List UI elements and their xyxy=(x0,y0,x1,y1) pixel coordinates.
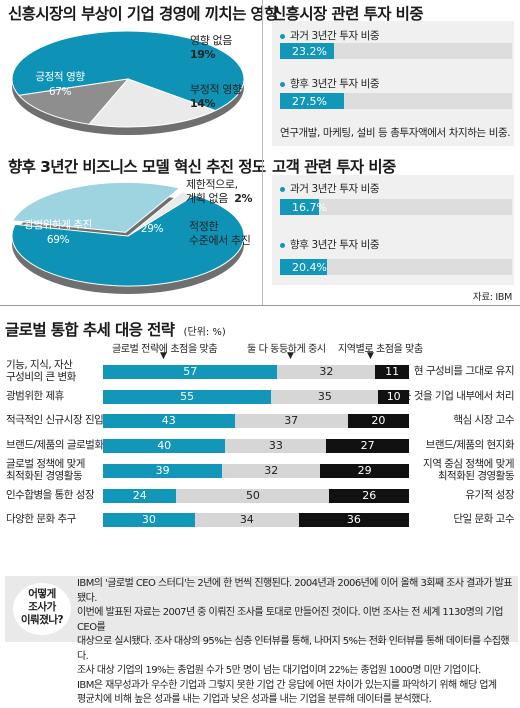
pie-slice xyxy=(88,78,217,128)
row-left-label: 적극적인 신규시장 진입 xyxy=(6,414,104,427)
bar-segment: 55 xyxy=(103,389,272,404)
pie1-label-negative: 부정적 영향 14% xyxy=(190,83,242,110)
inv2-item2-bar: 20.4% xyxy=(280,259,327,275)
bar-segment: 24 xyxy=(103,488,177,503)
bar-segment: 32 xyxy=(222,463,321,478)
bar-segment: 29 xyxy=(320,463,409,478)
header-regional-arrow: ▼ xyxy=(367,351,374,361)
bar-segment: 39 xyxy=(103,463,223,478)
row-right-label: 지역 중심 정책에 맞게 최적화된 경영활동 xyxy=(423,457,514,482)
pie1-chart: 긍정적 영향 67% xyxy=(11,30,245,135)
inv1-panel xyxy=(272,21,514,146)
bar-segment: 11 xyxy=(375,365,409,379)
bar-segment: 10 xyxy=(378,389,409,404)
method-box-badge xyxy=(13,583,71,635)
pie2-title: 향후 3년간 비즈니스 모델 혁신 추진 정도 xyxy=(8,158,266,176)
global-title-row: 글로벌 통합 추세 대응 전략 (단위: %) xyxy=(5,318,226,340)
inv1-item1-track: 23.2% xyxy=(280,43,512,59)
inv1-title: 신흥시장 관련 투자 비중 xyxy=(272,5,424,23)
inv2-title: 고객 관련 투자 비중 xyxy=(272,158,396,176)
pie-slice-label: 긍정적 영향 xyxy=(35,71,85,83)
row-right-label: 핵심 시장 고수 xyxy=(453,414,514,427)
bar-segment: 33 xyxy=(225,439,327,454)
pie1-label-none: 영향 없음 19% xyxy=(190,34,232,61)
row-right-label: 모든 것을 기업 내부에서 처리 xyxy=(392,389,515,402)
section-divider xyxy=(0,305,520,306)
bar-segment: 27 xyxy=(326,439,409,454)
inv2-item1-bar: 16.7% xyxy=(280,199,327,215)
row-left-label: 글로벌 정책에 맞게 최적화된 경영활동 xyxy=(6,457,85,482)
inv2-item1-label: 과거 3년간 투자 비중 xyxy=(280,181,380,196)
row-right-label: 브랜드/제품의 현지화 xyxy=(425,439,515,452)
pie2-label-limited: 제한적으로, 계획 없음 2% xyxy=(186,178,253,205)
row-right-label: 현 구성비를 그대로 유지 xyxy=(413,365,515,377)
pie-slice xyxy=(11,30,245,112)
inv1-item2-bar: 27.5% xyxy=(280,93,344,109)
bullet-icon xyxy=(280,81,285,87)
pie-slice-label: 67% xyxy=(49,86,72,98)
bar-segment: 35 xyxy=(271,389,379,404)
source-note: 자료: IBM xyxy=(472,292,512,303)
header-both: 둘 다 동등하게 중시 xyxy=(247,344,326,355)
inv2-item2-track: 20.4% xyxy=(280,259,512,275)
inv1-item1-bar: 23.2% xyxy=(280,43,334,59)
pie-slice-label: 광범위하게 추진 xyxy=(24,218,92,231)
bar-segment: 26 xyxy=(329,488,409,503)
bar-segment: 43 xyxy=(103,414,235,429)
header-regional: 지역별로 초점을 맞춤 xyxy=(338,344,423,355)
pie-slice xyxy=(18,78,130,125)
inv2-item1-track: 16.7% xyxy=(280,199,512,215)
method-box xyxy=(5,576,518,642)
column-divider xyxy=(262,0,263,305)
global-chart: 기능, 지식, 자산 구성비의 큰 변화 현 구성비를 그대로 유지 57 32 11 광범… xyxy=(0,359,520,590)
row-left-label: 광범위한 제휴 xyxy=(6,389,64,402)
method-box-title: 어떻게 조사가 이뤄졌나? xyxy=(20,588,64,626)
header-global: 글로벌 전략에 초점을 맞춤 xyxy=(112,344,218,355)
inv1-item2-label: 향후 3년간 투자 비중 xyxy=(280,76,380,91)
bar-segment: 57 xyxy=(103,365,278,379)
row-right-label: 유기적 성장 xyxy=(465,488,514,501)
inv2-item2-label: 향후 3년간 투자 비중 xyxy=(280,237,380,252)
pie-slice xyxy=(11,181,181,233)
bullet-icon xyxy=(280,186,285,192)
bullet-icon xyxy=(280,242,285,248)
bar-segment: 40 xyxy=(103,439,226,454)
bullet-icon xyxy=(280,33,285,39)
bar-segment: 30 xyxy=(103,513,195,528)
bar-segment: 50 xyxy=(176,488,330,503)
pie-slice-label: 29% xyxy=(141,223,164,235)
bar-segment: 37 xyxy=(234,414,348,429)
global-unit: (단위: %) xyxy=(183,327,226,338)
pie1-title: 신흥시장의 부상이 기업 경영에 끼치는 영향 xyxy=(8,5,278,23)
pie-slice xyxy=(11,194,245,287)
row-left-label: 브랜드/제품의 글로벌화 xyxy=(6,439,104,452)
global-title: 글로벌 통합 추세 대응 전략 xyxy=(5,321,175,339)
bar-segment: 34 xyxy=(194,513,299,528)
pie-slice xyxy=(127,191,196,237)
inv1-item1-label: 과거 3년간 투자 비중 xyxy=(280,28,380,43)
inv1-item2-track: 27.5% xyxy=(280,93,512,109)
row-right-label: 단일 문화 고수 xyxy=(453,513,514,526)
row-left-label: 기능, 지식, 자산 구성비의 큰 변화 xyxy=(6,359,76,383)
header-both-arrow: ▼ xyxy=(287,351,294,361)
pie2-chart: 광범위하게 추진 69% 29% xyxy=(11,181,245,294)
pie-slice-label: 69% xyxy=(47,234,70,246)
bar-segment: 32 xyxy=(277,365,376,379)
inv1-note: 연구개발, 마케팅, 설비 등 총투자액에서 차지하는 비중. xyxy=(280,127,511,139)
row-left-label: 인수합병을 통한 성장 xyxy=(6,488,95,501)
bar-segment: 20 xyxy=(347,414,409,429)
pie2-label-moderate: 적정한 수준에서 추진 xyxy=(189,220,251,247)
row-left-label: 다양한 문화 추구 xyxy=(6,513,76,526)
bar-segment: 36 xyxy=(298,513,409,528)
method-box-text: IBM의 '글로벌 CEO 스터디'는 2년에 한 번씩 진행된다. 2004년… xyxy=(77,578,513,705)
header-global-arrow: ▼ xyxy=(160,351,167,361)
